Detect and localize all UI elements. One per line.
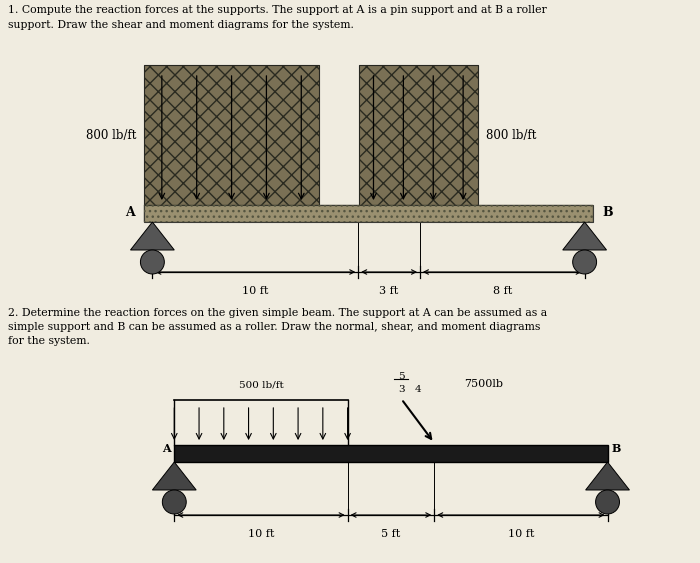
Text: 8 ft: 8 ft	[493, 286, 512, 296]
Circle shape	[141, 250, 164, 274]
Bar	[144, 205, 593, 222]
Bar	[144, 65, 318, 205]
Text: support. Draw the shear and moment diagrams for the system.: support. Draw the shear and moment diagr…	[8, 20, 354, 30]
Polygon shape	[586, 462, 629, 490]
Text: 4: 4	[414, 385, 421, 394]
Text: 10 ft: 10 ft	[242, 286, 269, 296]
Text: 500 lb/ft: 500 lb/ft	[239, 381, 284, 390]
Text: A: A	[162, 443, 170, 454]
Text: A: A	[125, 207, 134, 220]
Text: 3: 3	[398, 385, 405, 394]
Polygon shape	[153, 462, 196, 490]
Text: for the system.: for the system.	[8, 336, 90, 346]
Text: 3 ft: 3 ft	[379, 286, 399, 296]
Text: 2. Determine the reaction forces on the given simple beam. The support at A can : 2. Determine the reaction forces on the …	[8, 308, 547, 318]
Text: 5 ft: 5 ft	[382, 529, 400, 539]
Circle shape	[596, 490, 620, 514]
Circle shape	[573, 250, 596, 274]
Bar	[144, 65, 318, 205]
Polygon shape	[130, 222, 174, 250]
Text: 10 ft: 10 ft	[248, 529, 274, 539]
Text: B: B	[612, 443, 621, 454]
Polygon shape	[563, 222, 606, 250]
Text: 800 lb/ft: 800 lb/ft	[86, 128, 136, 141]
Bar	[358, 65, 478, 205]
Bar	[174, 445, 608, 462]
Text: 800 lb/ft: 800 lb/ft	[486, 128, 536, 141]
Text: 1. Compute the reaction forces at the supports. The support at A is a pin suppor: 1. Compute the reaction forces at the su…	[8, 5, 547, 15]
Text: 7500lb: 7500lb	[464, 379, 503, 389]
Circle shape	[162, 490, 186, 514]
Bar	[144, 205, 593, 222]
Bar	[358, 65, 478, 205]
Text: 5: 5	[398, 372, 405, 381]
Text: B: B	[603, 207, 613, 220]
Text: simple support and B can be assumed as a roller. Draw the normal, shear, and mom: simple support and B can be assumed as a…	[8, 322, 540, 332]
Text: 10 ft: 10 ft	[508, 529, 534, 539]
